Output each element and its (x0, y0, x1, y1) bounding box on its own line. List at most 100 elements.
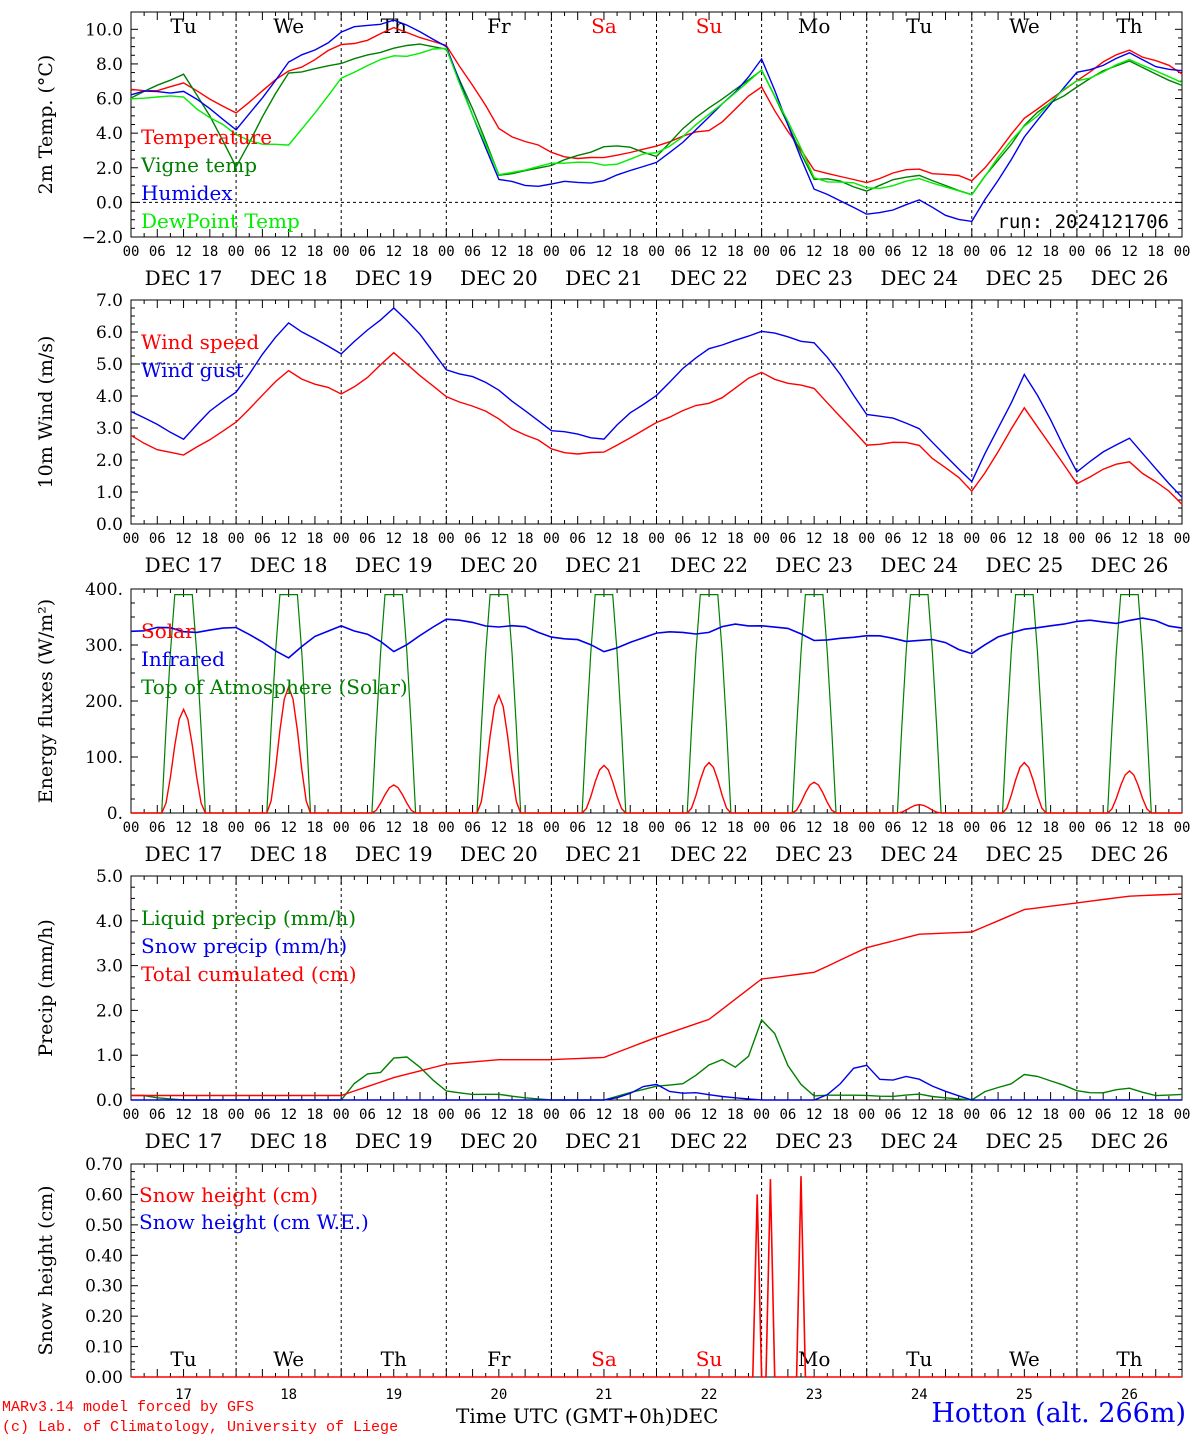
hour-tick-label: 18 (1147, 820, 1164, 836)
hour-tick-label: 18 (201, 1107, 218, 1123)
hour-tick-label: 06 (359, 244, 376, 260)
hour-tick-label: 00 (543, 1107, 560, 1123)
hour-tick-label: 06 (359, 531, 376, 547)
hour-tick-label: 06 (990, 1107, 1007, 1123)
hour-tick-label: 00 (753, 244, 770, 260)
hour-tick-label: 12 (280, 1107, 297, 1123)
plot-frame (130, 588, 1183, 814)
y-tick-label: 8.0 (96, 55, 123, 75)
hour-tick-label: 18 (201, 244, 218, 260)
date-label: DEC 18 (250, 842, 328, 866)
hour-tick-label: 12 (806, 244, 823, 260)
y-tick-label: 0.30 (85, 1277, 123, 1297)
y-tick-label: 0.40 (85, 1246, 123, 1266)
hour-tick-label: 18 (517, 1107, 534, 1123)
hour-tick-label: 06 (885, 244, 902, 260)
weekday-label: Th (381, 14, 407, 38)
model-credit: MARv3.14 model forced by GFS (2, 1399, 255, 1416)
hour-tick-label: 12 (490, 244, 507, 260)
hour-tick-label: 18 (1147, 1107, 1164, 1123)
weekday-label: We (1009, 14, 1040, 38)
hour-tick-label: 00 (1068, 1107, 1085, 1123)
hour-tick-label: 00 (543, 531, 560, 547)
weekday-label: Mo (798, 14, 831, 38)
weekday-label: Tu (906, 14, 932, 38)
legend-entry: Wind speed (141, 330, 259, 354)
series-line-3 (130, 47, 1183, 196)
date-label: DEC 20 (460, 1129, 538, 1153)
hour-tick-label: 12 (806, 531, 823, 547)
day-number-label: 24 (911, 1387, 928, 1403)
hour-tick-label: 00 (858, 531, 875, 547)
hour-tick-label: 12 (596, 244, 613, 260)
y-tick-label: 0.00 (85, 1368, 123, 1388)
hour-tick-label: 06 (674, 244, 691, 260)
date-label: DEC 26 (1091, 842, 1169, 866)
hour-tick-label: 18 (832, 1107, 849, 1123)
hour-tick-label: 12 (911, 244, 928, 260)
series-line-0 (130, 351, 1183, 505)
hour-tick-label: 06 (674, 1107, 691, 1123)
hour-tick-label: 12 (596, 531, 613, 547)
date-label: DEC 25 (985, 553, 1063, 577)
hour-tick-label: 06 (569, 244, 586, 260)
panel-snow: 0.00 0.10 0.20 0.30 0.40 0.50 0.60 0.70 Snow hei… (35, 1155, 1183, 1403)
hour-tick-label: 12 (596, 1107, 613, 1123)
legend-entry: Infrared (141, 647, 225, 671)
date-label: DEC 21 (565, 266, 643, 290)
date-label: DEC 19 (355, 553, 433, 577)
hour-tick-label: 18 (412, 244, 429, 260)
hour-tick-label: 12 (385, 1107, 402, 1123)
hour-tick-label: 06 (149, 1107, 166, 1123)
day-number-label: 18 (280, 1387, 297, 1403)
hour-tick-label: 18 (412, 1107, 429, 1123)
hour-tick-label: 12 (490, 1107, 507, 1123)
date-label: DEC 24 (880, 266, 958, 290)
panel-temp: −2.0 0.0 2.0 4.0 6.0 8.0 10.0 2m Temp. (°C) 00 06… (35, 11, 1191, 290)
date-label: DEC 25 (985, 1129, 1063, 1153)
day-number-label: 25 (1016, 1387, 1033, 1403)
hour-tick-label: 12 (280, 820, 297, 836)
legend-entry: Vigne temp (140, 153, 257, 177)
hour-tick-label: 00 (543, 244, 560, 260)
hour-tick-label: 06 (990, 244, 1007, 260)
y-tick-label: 300. (85, 636, 123, 656)
date-label: DEC 23 (775, 1129, 853, 1153)
hour-tick-label: 00 (1174, 820, 1191, 836)
legend-entry: Snow precip (mm/h) (141, 934, 347, 958)
date-label: DEC 19 (355, 842, 433, 866)
date-label: DEC 20 (460, 842, 538, 866)
hour-tick-label: 00 (123, 244, 140, 260)
y-tick-label: 3.0 (96, 957, 123, 977)
weekday-label: Fr (487, 14, 511, 38)
hour-tick-label: 12 (175, 244, 192, 260)
hour-tick-label: 18 (1147, 531, 1164, 547)
weekday-label: We (1009, 1347, 1040, 1371)
hour-tick-label: 00 (963, 1107, 980, 1123)
y-tick-label: 0.0 (96, 515, 123, 535)
y-axis-title: 2m Temp. (°C) (35, 55, 57, 195)
hour-tick-label: 06 (464, 820, 481, 836)
hour-tick-label: 06 (464, 531, 481, 547)
hour-tick-label: 12 (1121, 244, 1138, 260)
hour-tick-label: 00 (1174, 244, 1191, 260)
hour-tick-label: 12 (1016, 820, 1033, 836)
hour-tick-label: 18 (201, 820, 218, 836)
y-tick-label: 0.20 (85, 1307, 123, 1327)
y-tick-label: 5.0 (96, 355, 123, 375)
day-number-label: 26 (1121, 1387, 1138, 1403)
hour-tick-label: 06 (885, 1107, 902, 1123)
run-label: run: 2024121706 (997, 211, 1169, 233)
date-label: DEC 23 (775, 266, 853, 290)
hour-tick-label: 00 (1068, 244, 1085, 260)
hour-tick-label: 12 (806, 820, 823, 836)
hour-tick-label: 18 (412, 820, 429, 836)
hour-tick-label: 12 (806, 1107, 823, 1123)
hour-tick-label: 00 (648, 1107, 665, 1123)
date-label: DEC 24 (880, 1129, 958, 1153)
hour-tick-label: 18 (937, 531, 954, 547)
hour-tick-label: 00 (963, 820, 980, 836)
legend-entry: Snow height (cm W.E.) (139, 1210, 369, 1234)
hour-tick-label: 12 (596, 820, 613, 836)
y-tick-label: 0.10 (85, 1338, 123, 1358)
